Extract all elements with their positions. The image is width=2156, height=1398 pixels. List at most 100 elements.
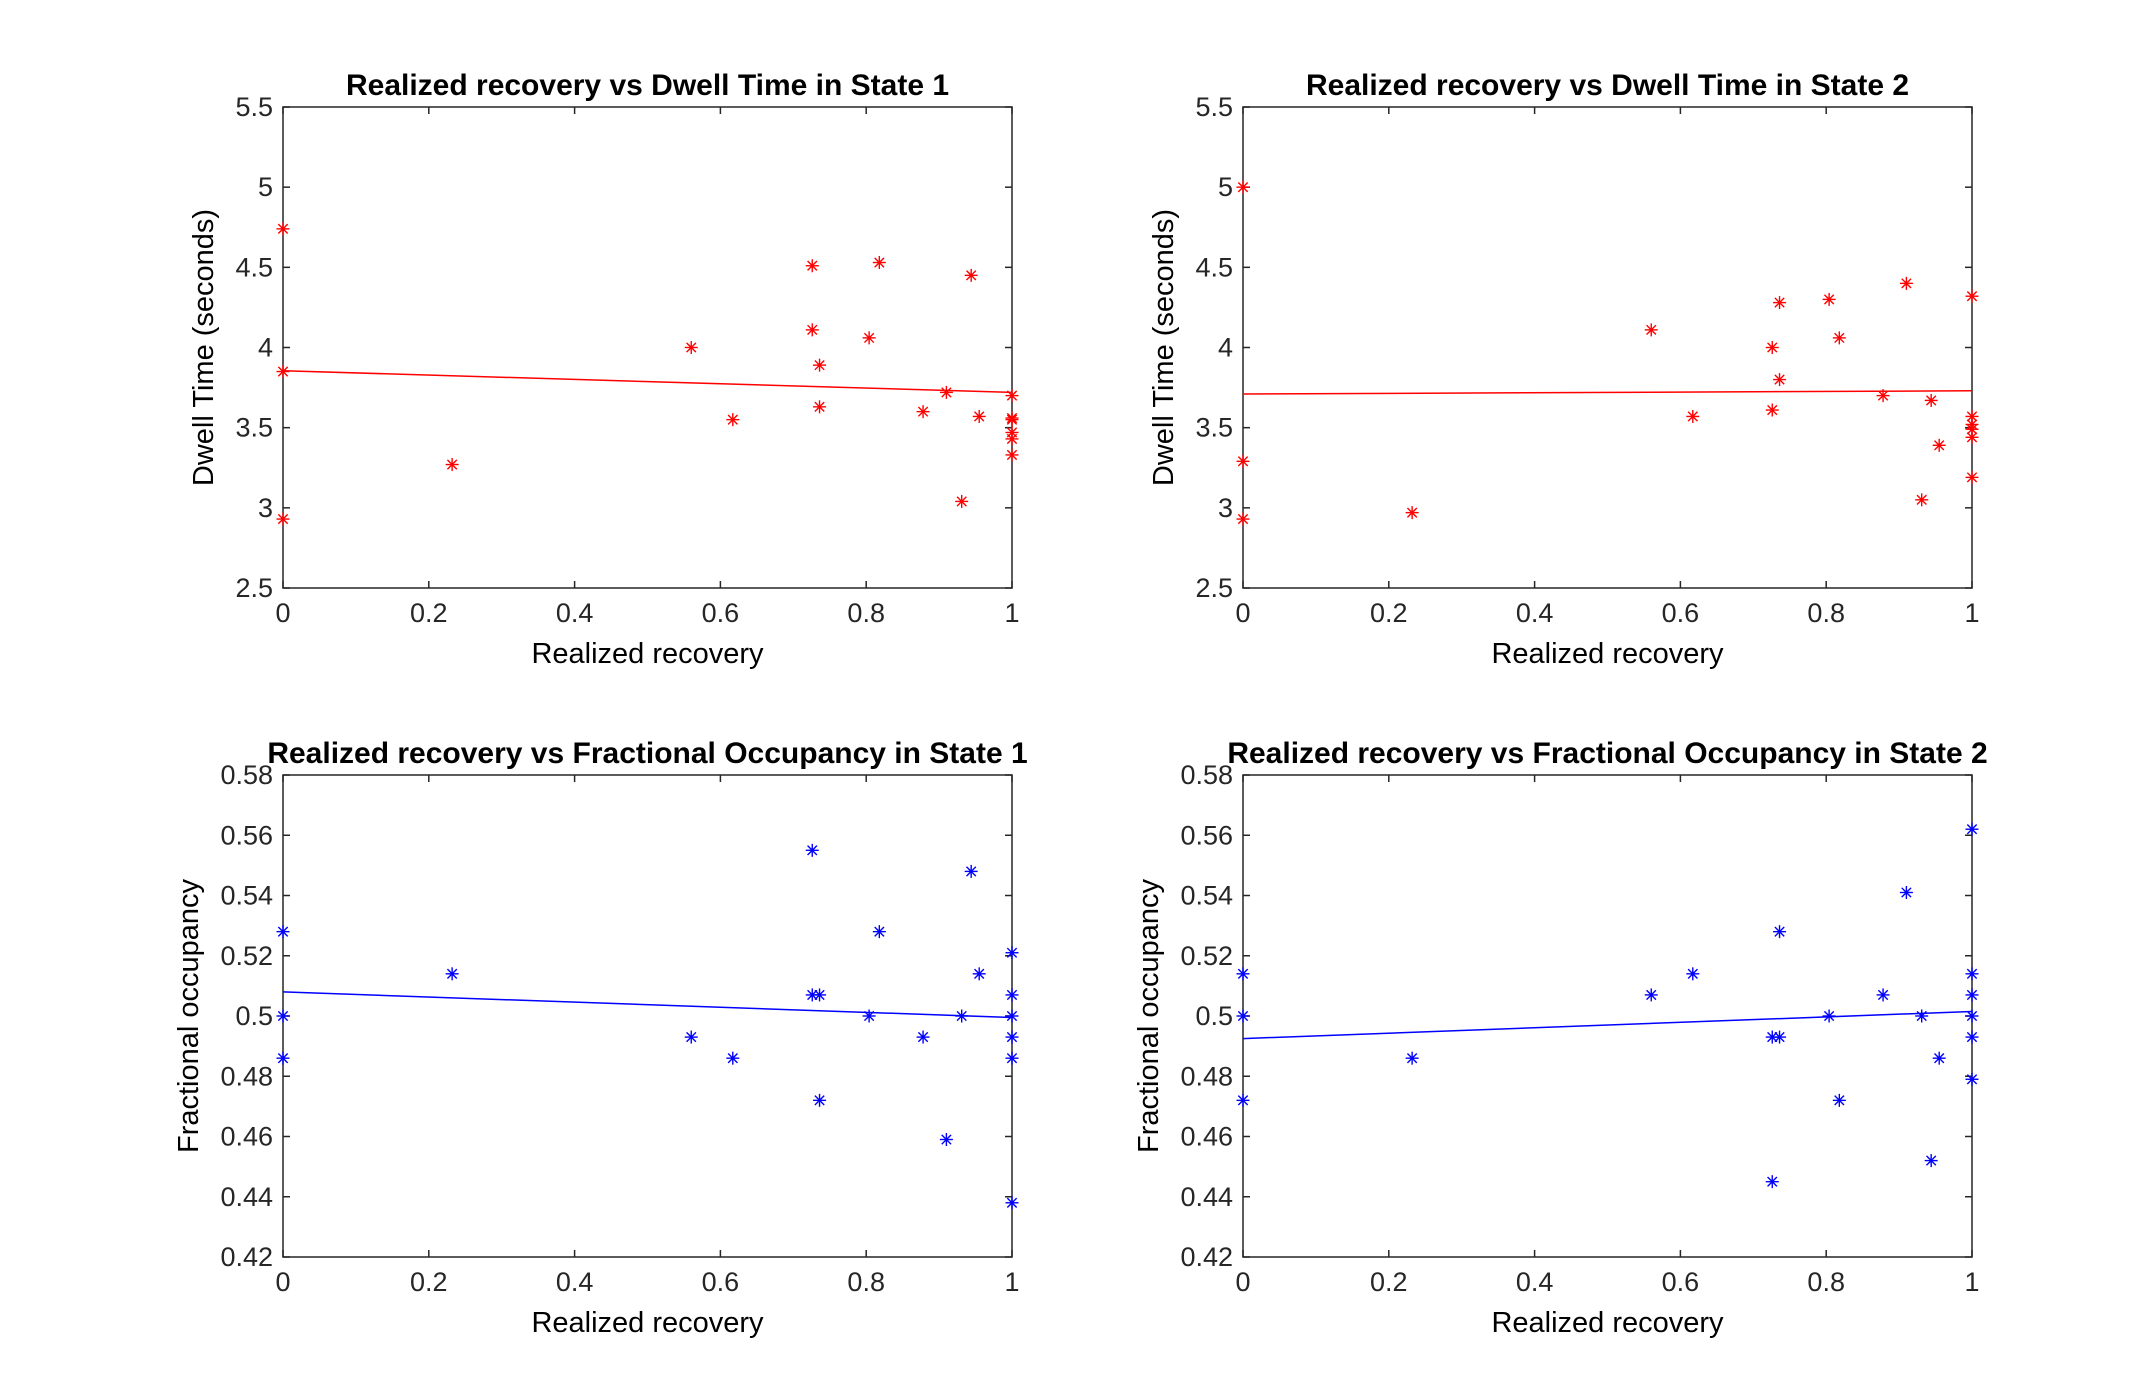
data-point <box>1965 967 1979 981</box>
data-point <box>813 1093 827 1107</box>
data-point <box>1822 1009 1836 1023</box>
x-tick-label: 0.8 <box>847 1267 885 1297</box>
data-point <box>813 358 827 372</box>
y-tick-label: 0.5 <box>1195 1001 1233 1031</box>
x-axis-label: Realized recovery <box>531 638 764 670</box>
data-point <box>1005 1030 1019 1044</box>
x-tick-label: 0.8 <box>1807 598 1845 628</box>
data-point <box>872 925 886 939</box>
data-point <box>916 1030 930 1044</box>
y-axis-label: Dwell Time (seconds) <box>188 209 220 486</box>
y-tick-label: 4 <box>258 333 273 363</box>
x-tick-label: 1 <box>1964 1267 1979 1297</box>
data-point <box>1965 430 1979 444</box>
data-point <box>684 1030 698 1044</box>
x-tick-label: 0 <box>1235 1267 1250 1297</box>
data-point <box>1005 413 1019 427</box>
data-point <box>276 925 290 939</box>
data-point <box>916 405 930 419</box>
y-tick-label: 0.56 <box>220 820 273 850</box>
y-tick-label: 0.48 <box>220 1061 273 1091</box>
data-point <box>1686 409 1700 423</box>
y-tick-label: 2.5 <box>1195 573 1233 603</box>
x-tick-label: 1 <box>1004 1267 1019 1297</box>
data-point <box>1965 1030 1979 1044</box>
y-tick-label: 0.52 <box>220 941 273 971</box>
x-tick-label: 0.8 <box>1807 1267 1845 1297</box>
data-point <box>805 259 819 273</box>
y-tick-label: 5.5 <box>235 92 273 122</box>
x-tick-label: 0.6 <box>1662 598 1700 628</box>
subplot-3: 0 0.2 0.4 0.6 0.8 1 0.42 0.44 0.46 0.48 0.5 0.52 0.5… <box>173 737 1028 1339</box>
x-tick-label: 0.6 <box>702 1267 740 1297</box>
data-point <box>726 1051 740 1065</box>
x-axis-label: Realized recovery <box>1491 1307 1724 1339</box>
data-point <box>1876 389 1890 403</box>
data-point <box>1236 967 1250 981</box>
y-tick-label: 4.5 <box>1195 252 1233 282</box>
data-point <box>1899 885 1913 899</box>
subplot-title: Realized recovery vs Fractional Occupanc… <box>267 737 1027 770</box>
data-point <box>1832 331 1846 345</box>
data-point <box>1822 292 1836 306</box>
data-point <box>939 385 953 399</box>
y-axis-label: Fractional occupancy <box>173 878 205 1153</box>
data-point <box>1005 432 1019 446</box>
x-tick-label: 0.4 <box>556 598 594 628</box>
y-tick-label: 3 <box>258 493 273 523</box>
subplot-title: Realized recovery vs Dwell Time in State… <box>1306 69 1909 102</box>
y-tick-label: 0.42 <box>1180 1242 1233 1272</box>
data-point <box>1773 296 1787 310</box>
data-point <box>1965 289 1979 303</box>
x-tick-label: 0 <box>1235 598 1250 628</box>
x-tick-label: 0.2 <box>410 598 448 628</box>
x-axis-label: Realized recovery <box>1491 638 1724 670</box>
data-point <box>972 409 986 423</box>
x-tick-label: 0.4 <box>1516 598 1554 628</box>
x-tick-label: 0.6 <box>1662 1267 1700 1297</box>
fit-line <box>1242 390 1973 395</box>
data-point <box>1644 988 1658 1002</box>
data-point <box>276 222 290 236</box>
x-tick-label: 0.6 <box>702 598 740 628</box>
subplot-2: 0 0.2 0.4 0.6 0.8 1 2.5 3 3.5 4 4.5 5 5.5 Realized re… <box>1148 69 1980 670</box>
data-point <box>939 1133 953 1147</box>
data-point <box>445 458 459 472</box>
data-point <box>1765 341 1779 354</box>
data-point <box>1005 1196 1019 1210</box>
data-point <box>1773 373 1787 387</box>
data-point <box>862 1009 876 1023</box>
data-point <box>1932 438 1946 452</box>
data-point <box>1005 988 1019 1002</box>
data-point <box>1915 1009 1929 1023</box>
x-tick-label: 0 <box>275 1267 290 1297</box>
data-point <box>805 323 819 337</box>
data-point <box>1965 1072 1979 1086</box>
x-tick-label: 0.4 <box>1516 1267 1554 1297</box>
data-point <box>1005 448 1019 462</box>
data-point <box>445 967 459 981</box>
subplot-4: 0 0.2 0.4 0.6 0.8 1 0.42 0.44 0.46 0.48 0.5 0.52 0.5… <box>1133 737 1988 1339</box>
fit-line <box>1242 1010 1973 1040</box>
data-point <box>972 967 986 981</box>
data-point <box>1965 822 1979 836</box>
data-point <box>955 1009 969 1023</box>
data-point <box>1236 1009 1250 1023</box>
data-point <box>1405 1051 1419 1065</box>
data-point <box>964 864 978 878</box>
subplot-title: Realized recovery vs Fractional Occupanc… <box>1227 737 1987 770</box>
x-tick-label: 0 <box>275 598 290 628</box>
y-axis-label: Dwell Time (seconds) <box>1148 209 1180 486</box>
data-point <box>1005 389 1019 403</box>
y-tick-label: 0.46 <box>220 1122 273 1152</box>
y-tick-label: 3.5 <box>235 413 273 443</box>
x-tick-label: 0.4 <box>556 1267 594 1297</box>
y-tick-label: 0.5 <box>235 1001 273 1031</box>
data-point <box>1965 470 1979 484</box>
y-tick-label: 0.58 <box>220 760 273 790</box>
y-tick-label: 0.52 <box>1180 941 1233 971</box>
x-axis-label: Realized recovery <box>531 1307 764 1339</box>
data-point <box>1005 1051 1019 1065</box>
axes-box <box>1242 106 1973 589</box>
y-tick-label: 2.5 <box>235 573 273 603</box>
